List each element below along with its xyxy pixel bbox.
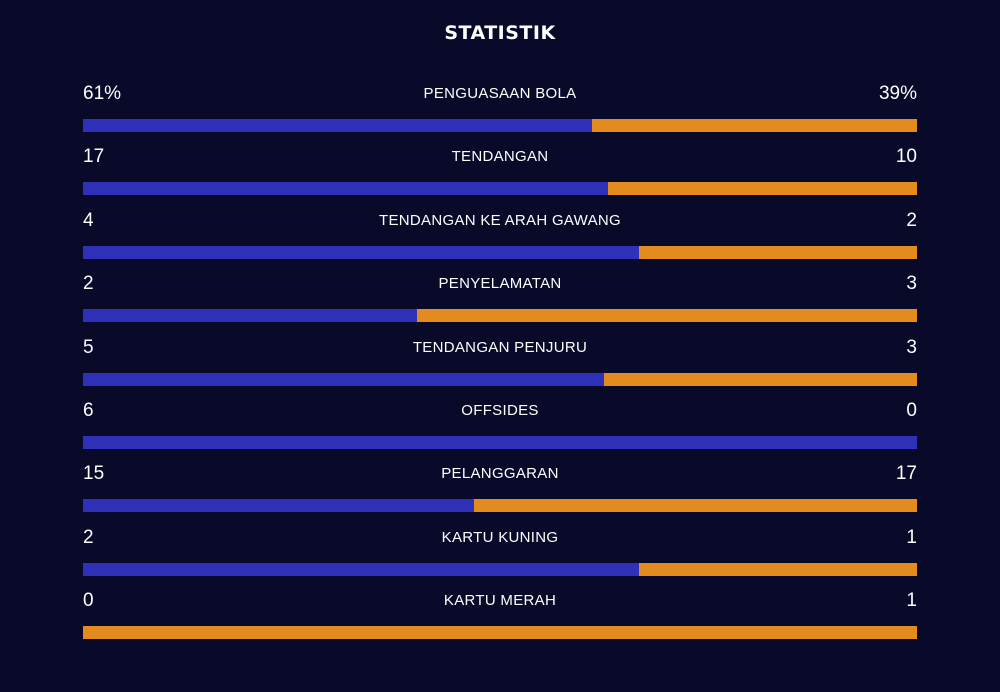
home-bar-segment <box>83 119 592 132</box>
home-value: 4 <box>83 209 94 231</box>
home-value: 0 <box>83 590 94 612</box>
home-value: 5 <box>83 336 94 358</box>
away-bar-segment <box>83 626 917 640</box>
comparison-bar <box>83 372 917 386</box>
home-bar-segment <box>83 372 605 386</box>
away-value: 39% <box>878 83 917 104</box>
comparison-bar <box>83 119 917 132</box>
comparison-bar <box>83 562 917 576</box>
away-value: 1 <box>906 526 917 548</box>
stat-row-kartu-merah: 0 KARTU MERAH 1 <box>83 587 917 650</box>
comparison-bar <box>83 182 917 196</box>
away-value: 3 <box>906 336 917 358</box>
stat-row-tendangan-penjuru: 5 TENDANGAN PENJURU 3 <box>83 334 917 397</box>
stat-label: KARTU MERAH <box>443 592 557 610</box>
home-value: 61% <box>83 83 122 104</box>
comparison-bar <box>83 245 917 259</box>
home-bar-segment <box>83 499 475 513</box>
stat-label: TENDANGAN KE ARAH GAWANG <box>379 211 621 229</box>
stats-list: 61% PENGUASAAN BOLA 39% 17 TENDANGAN 10 … <box>83 80 917 651</box>
away-value: 10 <box>895 146 917 168</box>
away-value: 0 <box>906 399 917 421</box>
away-bar-segment <box>474 499 917 513</box>
home-value: 15 <box>83 463 105 485</box>
stat-row-penguasaan-bola: 61% PENGUASAAN BOLA 39% <box>83 80 917 143</box>
stat-label: PELANGGARAN <box>441 465 559 483</box>
away-value: 17 <box>895 463 917 485</box>
home-value: 6 <box>83 399 94 421</box>
stat-label: TENDANGAN <box>451 148 549 166</box>
comparison-bar <box>83 435 917 449</box>
stat-label: PENGUASAAN BOLA <box>423 85 577 102</box>
away-bar-segment <box>608 182 917 196</box>
comparison-bar <box>83 626 917 640</box>
away-bar-segment <box>639 562 917 576</box>
away-value: 3 <box>906 273 917 295</box>
home-value: 17 <box>83 146 105 168</box>
stat-row-kartu-kuning: 2 KARTU KUNING 1 <box>83 524 917 587</box>
away-value: 2 <box>906 209 917 231</box>
away-value: 1 <box>906 590 917 612</box>
comparison-bar <box>83 499 917 513</box>
stat-row-penyelamatan: 2 PENYELAMATAN 3 <box>83 270 917 333</box>
stat-row-offsides: 6 OFFSIDES 0 <box>83 397 917 460</box>
stat-label: PENYELAMATAN <box>438 275 562 293</box>
away-bar-segment <box>639 245 917 259</box>
stat-label: TENDANGAN PENJURU <box>412 338 588 356</box>
home-value: 2 <box>83 273 94 295</box>
away-bar-segment <box>416 309 917 323</box>
home-bar-segment <box>83 182 609 196</box>
stat-label: KARTU KUNING <box>441 528 559 546</box>
stats-title: STATISTIK <box>444 22 556 44</box>
stat-row-tendangan: 17 TENDANGAN 10 <box>83 143 917 206</box>
comparison-bar <box>83 309 917 323</box>
home-value: 2 <box>83 526 94 548</box>
away-bar-segment <box>604 372 917 386</box>
away-bar-segment <box>591 119 917 132</box>
home-bar-segment <box>83 562 640 576</box>
home-bar-segment <box>83 245 640 259</box>
stat-row-tendangan-ke-arah-gawang: 4 TENDANGAN KE ARAH GAWANG 2 <box>83 207 917 270</box>
stat-row-pelanggaran: 15 PELANGGARAN 17 <box>83 460 917 523</box>
home-bar-segment <box>83 309 417 323</box>
stat-label: OFFSIDES <box>461 401 539 419</box>
home-bar-segment <box>83 435 917 449</box>
